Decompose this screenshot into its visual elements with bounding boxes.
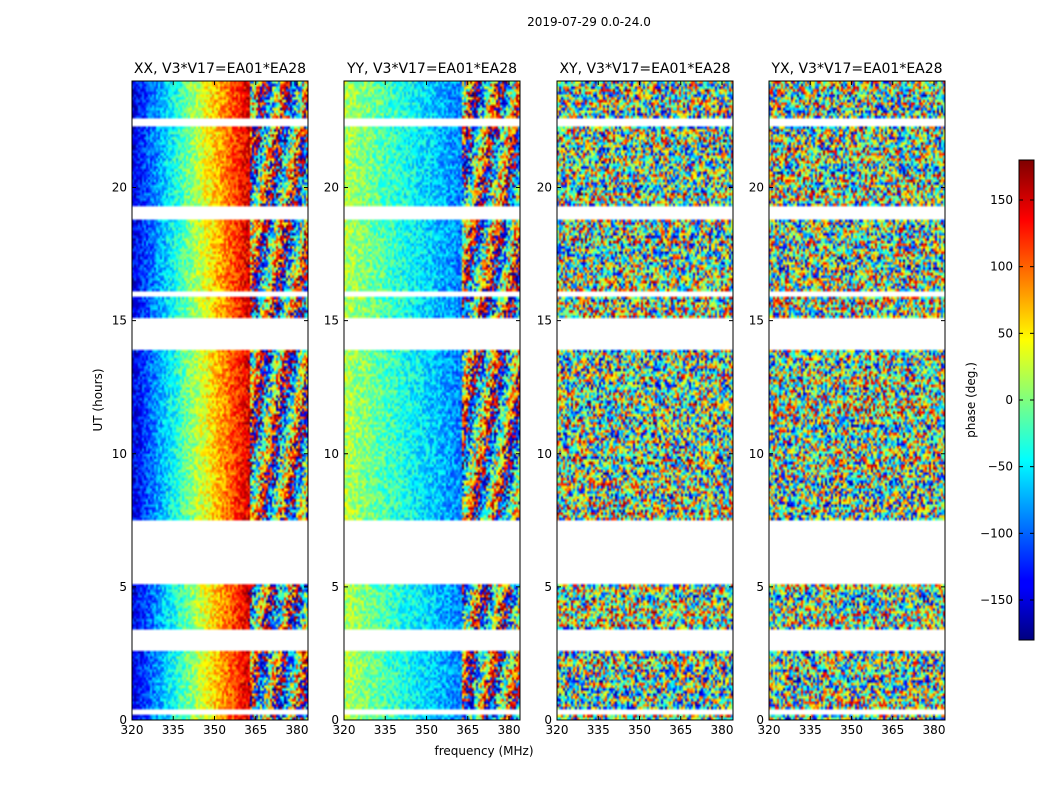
x-tick-label: 365 <box>456 723 479 737</box>
x-tick-label: 365 <box>669 723 692 737</box>
y-tick-label: 10 <box>749 447 764 461</box>
x-axis-ticks-yx: 320 335 350 365 380 <box>758 81 946 737</box>
x-tick-label: 335 <box>162 723 185 737</box>
panel-title-xy: XY, V3*V17=EA01*EA28 <box>559 61 730 77</box>
x-axis-ticks-yy: 320 335 350 365 380 <box>333 81 521 737</box>
colorbar-tick-label: 100 <box>990 260 1013 274</box>
x-tick-label: 350 <box>203 723 226 737</box>
y-axis-ticks-yy: 0 5 10 15 20 <box>324 181 520 727</box>
x-tick-label: 320 <box>546 723 569 737</box>
x-tick-label: 365 <box>244 723 267 737</box>
x-axis-label: frequency (MHz) <box>434 744 533 758</box>
y-tick-label: 10 <box>324 447 339 461</box>
x-tick-label: 320 <box>333 723 356 737</box>
colorbar-label: phase (deg.) <box>964 362 978 438</box>
y-tick-label: 20 <box>749 181 764 195</box>
x-tick-label: 350 <box>415 723 438 737</box>
colorbar-tick-label: 0 <box>1005 393 1013 407</box>
y-tick-label: 5 <box>544 580 552 594</box>
panel-frame-yx <box>768 80 946 721</box>
x-tick-label: 365 <box>881 723 904 737</box>
y-tick-label: 20 <box>324 181 339 195</box>
panel-title-yy: YY, V3*V17=EA01*EA28 <box>346 61 517 77</box>
x-tick-label: 335 <box>799 723 822 737</box>
y-tick-label: 0 <box>331 713 339 727</box>
y-axis-ticks-yx: 0 5 10 15 20 <box>749 181 945 727</box>
x-tick-label: 350 <box>628 723 651 737</box>
x-tick-label: 380 <box>923 723 946 737</box>
y-tick-label: 15 <box>537 314 552 328</box>
y-tick-label: 15 <box>112 314 127 328</box>
figure-suptitle: 2019-07-29 0.0-24.0 <box>527 15 651 29</box>
x-tick-label: 350 <box>840 723 863 737</box>
x-axis-ticks-xx: 320 335 350 365 380 <box>121 81 309 737</box>
y-tick-label: 20 <box>537 181 552 195</box>
x-tick-label: 320 <box>758 723 781 737</box>
heatmap-panel-xx: 320 335 350 365 380 0 5 10 15 20 <box>112 80 309 737</box>
y-tick-label: 20 <box>112 181 127 195</box>
y-tick-label: 5 <box>756 580 764 594</box>
colorbar-tick-label: −100 <box>980 526 1013 540</box>
colorbar-ticks: −150 −100 −50 0 50 100 150 <box>980 193 1034 607</box>
colorbar: −150 −100 −50 0 50 100 150 <box>980 159 1035 641</box>
colorbar-gradient <box>1019 160 1034 640</box>
heatmap-image-yy <box>344 81 520 720</box>
panel-frame-xy <box>556 80 734 721</box>
y-tick-label: 0 <box>119 713 127 727</box>
y-tick-label: 10 <box>537 447 552 461</box>
heatmap-image-xy <box>557 81 733 720</box>
y-tick-label: 5 <box>119 580 127 594</box>
panel-title-xx: XX, V3*V17=EA01*EA28 <box>134 61 306 77</box>
x-tick-label: 380 <box>498 723 521 737</box>
y-axis-label: UT (hours) <box>91 368 105 431</box>
x-tick-label: 335 <box>587 723 610 737</box>
y-axis-ticks-xy: 0 5 10 15 20 <box>537 181 733 727</box>
x-tick-label: 380 <box>711 723 734 737</box>
panel-frame-yy <box>343 80 521 721</box>
y-axis-ticks-xx: 0 5 10 15 20 <box>112 181 308 727</box>
x-tick-label: 380 <box>286 723 309 737</box>
heatmap-panel-yx: 320 335 350 365 380 0 5 10 15 20 <box>749 80 946 737</box>
panel-title-yx: YX, V3*V17=EA01*EA28 <box>770 61 942 77</box>
heatmap-panel-yy: 320 335 350 365 380 0 5 10 15 20 <box>324 80 521 737</box>
x-axis-ticks-xy: 320 335 350 365 380 <box>546 81 734 737</box>
x-tick-label: 335 <box>374 723 397 737</box>
y-tick-label: 15 <box>324 314 339 328</box>
y-tick-label: 0 <box>544 713 552 727</box>
heatmap-panel-xy: 320 335 350 365 380 0 5 10 15 20 <box>537 80 734 737</box>
colorbar-tick-label: 150 <box>990 193 1013 207</box>
x-tick-label: 320 <box>121 723 144 737</box>
colorbar-tick-label: −150 <box>980 593 1013 607</box>
heatmap-image-xx <box>132 81 308 720</box>
colorbar-tick-label: 50 <box>998 326 1013 340</box>
y-tick-label: 15 <box>749 314 764 328</box>
y-tick-label: 5 <box>331 580 339 594</box>
heatmap-image-yx <box>769 81 945 720</box>
colorbar-tick-label: −50 <box>988 460 1013 474</box>
y-tick-label: 0 <box>756 713 764 727</box>
panel-frame-xx <box>131 80 309 721</box>
y-tick-label: 10 <box>112 447 127 461</box>
